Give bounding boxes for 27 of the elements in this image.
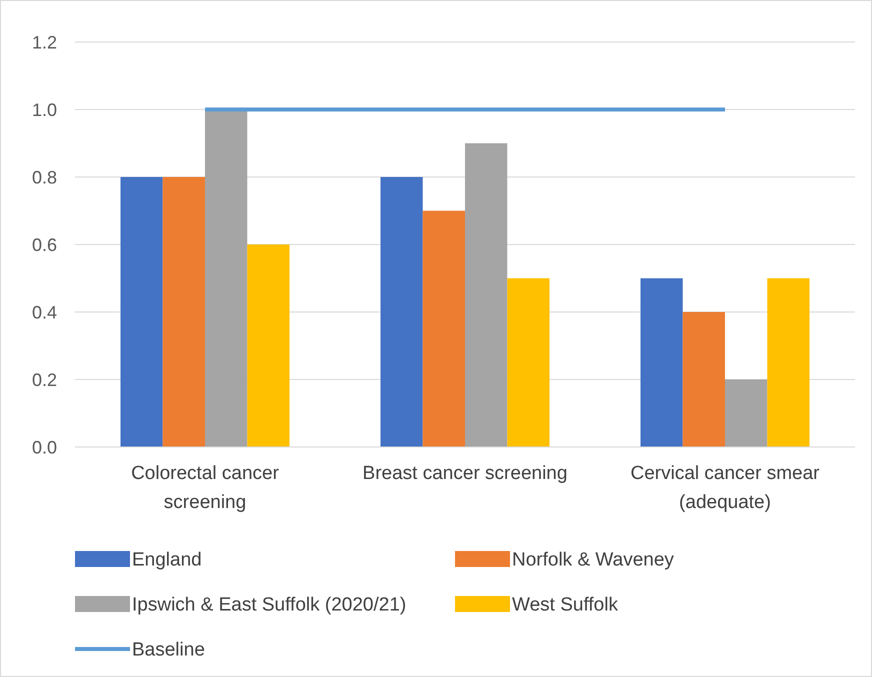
bar xyxy=(507,278,550,447)
y-tick-label: 0.4 xyxy=(32,302,57,322)
legend-label: Baseline xyxy=(132,640,205,661)
y-tick-label: 0.6 xyxy=(32,234,57,255)
y-tick-label: 0.8 xyxy=(32,167,57,188)
legend-label: Ipswich & East Suffolk (2020/21) xyxy=(132,594,406,616)
y-tick-label: 1.0 xyxy=(32,100,57,120)
legend-label: West Suffolk xyxy=(512,594,618,616)
x-tick-label: Cervical cancer smear (adequate) xyxy=(630,463,820,513)
y-tick-label: 0.0 xyxy=(32,437,57,458)
bar xyxy=(640,278,683,447)
bar xyxy=(422,210,465,447)
bar xyxy=(725,380,768,447)
bar xyxy=(380,177,423,447)
bar xyxy=(465,143,508,447)
bar xyxy=(162,177,205,447)
bar xyxy=(120,177,163,447)
legend-label: England xyxy=(132,550,202,571)
bar xyxy=(247,244,290,447)
bar xyxy=(767,278,810,447)
bar xyxy=(682,312,725,447)
bar xyxy=(205,110,248,447)
legend-label: Norfolk & Waveney xyxy=(512,550,674,571)
x-tick-label: Colorectal cancer screening xyxy=(131,463,280,513)
x-tick-label: Breast cancer screening xyxy=(362,463,568,484)
y-tick-label: 0.2 xyxy=(32,370,57,390)
y-tick-label: 1.2 xyxy=(32,32,57,52)
